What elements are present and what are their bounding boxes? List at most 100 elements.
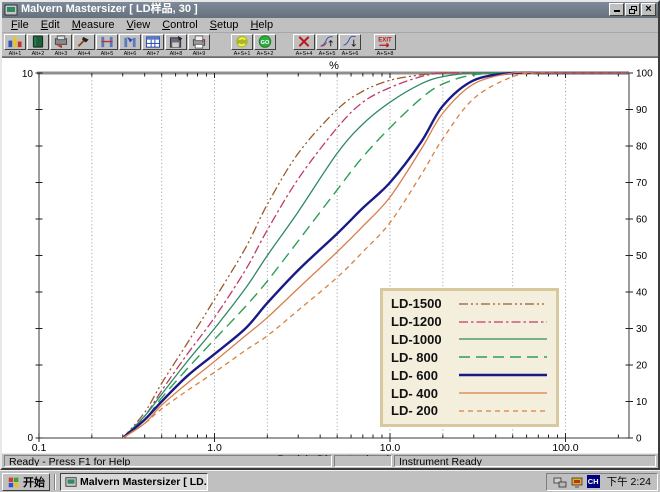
- legend-line-sample: [457, 369, 549, 381]
- svg-text:100.0: 100.0: [552, 442, 578, 454]
- taskbar-app-icon: [65, 476, 77, 488]
- legend-line-sample: [457, 387, 549, 399]
- menu-item-control[interactable]: Control: [156, 19, 203, 31]
- toolbar-group-3: A+S+4A+S+5A+S+6: [293, 34, 362, 57]
- svg-text:EXIT: EXIT: [378, 37, 392, 43]
- legend-label: LD-1500: [391, 296, 457, 311]
- svg-text:40: 40: [636, 287, 648, 298]
- toolbar-button-alt-9[interactable]: Alt+9: [188, 34, 210, 57]
- toolbar-button-alt-4[interactable]: Alt+4: [73, 34, 95, 57]
- legend-line-sample: [457, 405, 549, 417]
- menu-item-view[interactable]: View: [121, 19, 157, 31]
- legend-label: LD- 400: [391, 386, 457, 401]
- legend-entry-ld-1200: LD-1200: [391, 314, 550, 329]
- status-message: Ready - Press F1 for Help: [4, 455, 332, 467]
- table-icon: [142, 34, 164, 50]
- windows-logo-icon: [7, 475, 21, 489]
- toolbar-button-alt-2[interactable]: Alt+2: [27, 34, 49, 57]
- instrument-status: Instrument Ready: [394, 455, 656, 467]
- svg-text:1.0: 1.0: [207, 442, 222, 454]
- x-axis-title: Particle Diameter (µm.): [277, 454, 390, 456]
- toolbar-button-alt-3[interactable]: Alt+3: [50, 34, 72, 57]
- chart-legend: LD-1500LD-1200LD-1000LD- 800LD- 600LD- 4…: [380, 288, 559, 427]
- system-tray: CH 下午 2:24: [546, 473, 658, 491]
- go-icon: GO: [254, 34, 276, 50]
- legend-label: LD- 800: [391, 350, 457, 365]
- toolbar-group-4: EXITA+S+8: [374, 34, 397, 57]
- sample-cell-icon: [96, 34, 118, 50]
- chart-svg: 01020304050607080901001000.11.010.0100.0…: [2, 58, 660, 456]
- menu-item-setup[interactable]: Setup: [204, 19, 245, 31]
- close-button[interactable]: ×: [641, 3, 656, 16]
- legend-line-sample: [457, 351, 549, 363]
- toolbar-button-alt-1[interactable]: Alt+1: [4, 34, 26, 57]
- legend-line-sample: [457, 298, 549, 310]
- chart-area: 01020304050607080901001000.11.010.0100.0…: [2, 58, 658, 453]
- toolbar-button-a-s-1[interactable]: A+S+1: [231, 34, 253, 57]
- taskbar: 开始 Malvern Mastersizer [ LD... CH 下午 2:2…: [0, 470, 660, 492]
- client-area: 01020304050607080901001000.11.010.0100.0…: [2, 57, 658, 453]
- svg-text:10: 10: [22, 69, 34, 80]
- language-indicator[interactable]: CH: [587, 475, 600, 488]
- legend-line-sample: [457, 333, 549, 345]
- restore-icon: [629, 6, 637, 14]
- taskbar-app-button[interactable]: Malvern Mastersizer [ LD...: [60, 473, 208, 491]
- toolbar-button-alt-8[interactable]: Alt+8: [165, 34, 187, 57]
- svg-text:90: 90: [636, 105, 648, 116]
- menu-item-help[interactable]: Help: [244, 19, 279, 31]
- legend-entry-ld-200: LD- 200: [391, 403, 550, 418]
- svg-text:0: 0: [636, 433, 642, 444]
- tool-icon: [73, 34, 95, 50]
- printer-export-icon: [50, 34, 72, 50]
- toolbar-button-alt-5[interactable]: Alt+5: [96, 34, 118, 57]
- svg-text:10.0: 10.0: [380, 442, 401, 454]
- svg-text:100: 100: [636, 68, 653, 79]
- svg-text:70: 70: [636, 178, 648, 189]
- title-bar[interactable]: Malvern Mastersizer [ LD样品, 30 ] ×: [2, 2, 658, 18]
- menu-item-edit[interactable]: Edit: [35, 19, 66, 31]
- legend-label: LD-1200: [391, 314, 457, 329]
- desktop: Malvern Mastersizer [ LD样品, 30 ] × FileE…: [0, 0, 660, 492]
- app-icon: [4, 3, 18, 17]
- toolbar-button-a-s-5[interactable]: A+S+5: [316, 34, 338, 57]
- histogram-icon: [4, 34, 26, 50]
- taskbar-app-label: Malvern Mastersizer [ LD...: [80, 476, 208, 488]
- start-label: 开始: [23, 474, 45, 490]
- clock[interactable]: 下午 2:24: [603, 474, 651, 489]
- status-spacer: [334, 455, 392, 467]
- svg-text:20: 20: [636, 360, 648, 371]
- legend-entry-ld-1000: LD-1000: [391, 332, 550, 347]
- restore-button[interactable]: [625, 3, 640, 16]
- network-icon[interactable]: [553, 475, 567, 489]
- toolbar-button-a-s-2[interactable]: GOA+S+2: [254, 34, 276, 57]
- exit-icon: EXIT: [374, 34, 396, 50]
- legend-entry-ld-400: LD- 400: [391, 386, 550, 401]
- window-title: Malvern Mastersizer [ LD样品, 30 ]: [21, 2, 606, 17]
- display-icon[interactable]: [570, 475, 584, 489]
- top-axis-label: %: [329, 60, 339, 72]
- toolbar-button-a-s-4[interactable]: A+S+4: [293, 34, 315, 57]
- minimize-button[interactable]: [609, 3, 624, 16]
- taskbar-divider: [54, 474, 56, 490]
- start-button[interactable]: 开始: [2, 473, 50, 491]
- book-icon: [27, 34, 49, 50]
- menu-item-measure[interactable]: Measure: [66, 19, 121, 31]
- graph-down-icon: [339, 34, 361, 50]
- toolbar-button-alt-6[interactable]: Alt+6: [119, 34, 141, 57]
- graph-up-icon: [316, 34, 338, 50]
- legend-label: LD- 200: [391, 403, 457, 418]
- printer-icon: [188, 34, 210, 50]
- legend-label: LD-1000: [391, 332, 457, 347]
- svg-text:60: 60: [636, 214, 648, 225]
- app-window: Malvern Mastersizer [ LD样品, 30 ] × FileE…: [0, 0, 660, 470]
- toolbar-button-a-s-6[interactable]: A+S+6: [339, 34, 361, 57]
- svg-text:0.1: 0.1: [32, 442, 47, 454]
- toolbar-group-2: A+S+1GOA+S+2: [231, 34, 277, 57]
- sample-cell-fill-icon: [119, 34, 141, 50]
- svg-text:GO: GO: [261, 40, 270, 46]
- toolbar-button-alt-7[interactable]: Alt+7: [142, 34, 164, 57]
- svg-text:30: 30: [636, 324, 648, 335]
- menu-item-file[interactable]: File: [5, 19, 35, 31]
- toolbar-button-a-s-8[interactable]: EXITA+S+8: [374, 34, 396, 57]
- cancel-icon: [293, 34, 315, 50]
